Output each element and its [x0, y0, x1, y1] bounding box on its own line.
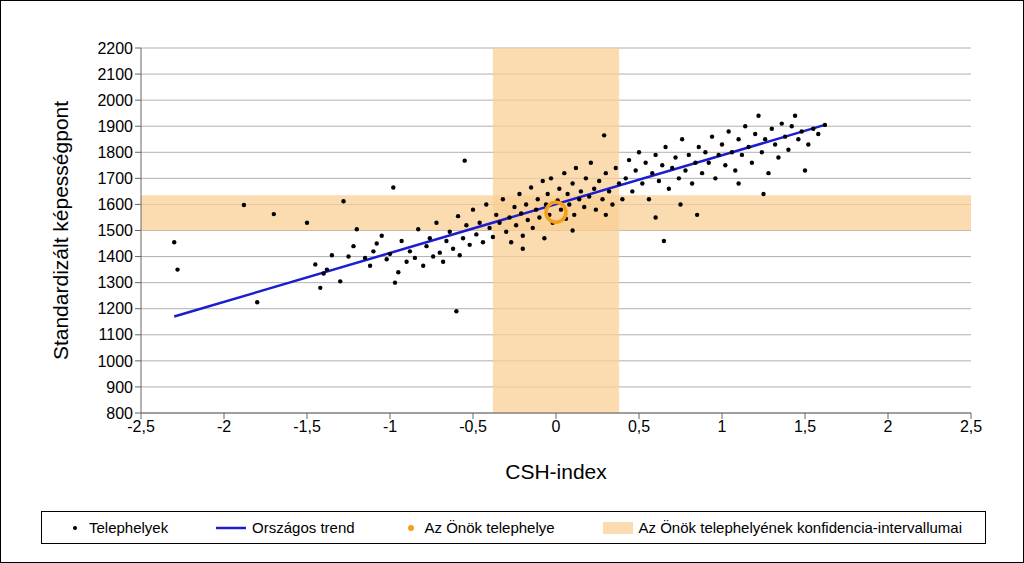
- svg-text:-2: -2: [217, 418, 231, 435]
- svg-text:1800: 1800: [97, 144, 133, 161]
- svg-text:800: 800: [106, 405, 133, 422]
- svg-text:1100: 1100: [99, 326, 134, 343]
- svg-text:2100: 2100: [97, 66, 133, 83]
- svg-text:1600: 1600: [97, 196, 133, 213]
- svg-text:1,5: 1,5: [794, 418, 816, 435]
- svg-text:-1,5: -1,5: [293, 418, 321, 435]
- svg-text:2,5: 2,5: [960, 418, 982, 435]
- svg-text:2000: 2000: [97, 92, 133, 109]
- svg-text:1700: 1700: [97, 170, 133, 187]
- svg-text:900: 900: [106, 379, 133, 396]
- svg-text:-2,5: -2,5: [127, 418, 155, 436]
- svg-text:2200: 2200: [97, 40, 133, 57]
- svg-text:1300: 1300: [97, 274, 133, 291]
- html-text:Az Önök telephelye: Az Önök telephelye: [424, 519, 555, 536]
- svg-text:1: 1: [718, 418, 727, 435]
- svg-text:CSH-index: CSH-index: [505, 460, 607, 483]
- html-text:Telephelyek: Telephelyek: [89, 519, 169, 536]
- svg-text:1900: 1900: [97, 118, 133, 135]
- svg-text:1000: 1000: [97, 353, 133, 370]
- svg-text:Standardizált képességpont: Standardizált képességpont: [49, 101, 72, 360]
- svg-text:1500: 1500: [97, 222, 133, 239]
- svg-text:-1: -1: [383, 418, 397, 435]
- svg-text:2: 2: [884, 418, 893, 435]
- svg-text:-0,5: -0,5: [459, 418, 487, 435]
- svg-text:1200: 1200: [97, 300, 133, 317]
- svg-text:0: 0: [552, 418, 561, 435]
- svg-text:1400: 1400: [97, 248, 133, 265]
- html-text:Országos trend: Országos trend: [252, 519, 355, 536]
- html-text:Az Önök telephelyének konfiden: Az Önök telephelyének konfidencia-interv…: [638, 519, 962, 536]
- svg-text:0,5: 0,5: [628, 418, 650, 435]
